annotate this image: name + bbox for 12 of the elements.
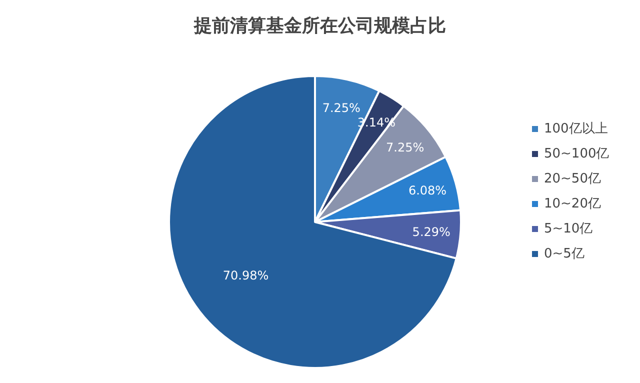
legend-label: 100亿以上: [544, 122, 608, 136]
legend-label: 50~100亿: [544, 146, 610, 162]
data-label: 70.98%: [222, 268, 269, 283]
data-label: 7.25%: [386, 140, 424, 155]
legend-label: 20~50亿: [544, 172, 601, 186]
legend-label: 10~20亿: [544, 196, 601, 212]
legend-label: 5~10亿: [544, 222, 593, 236]
data-label: 7.25%: [322, 101, 360, 116]
data-label: 6.08%: [408, 184, 447, 198]
data-label: 5.29%: [412, 225, 450, 240]
legend-label: 0~5亿: [544, 246, 584, 262]
chart-title: 提前清算基金所在公司规模占比: [193, 16, 446, 36]
